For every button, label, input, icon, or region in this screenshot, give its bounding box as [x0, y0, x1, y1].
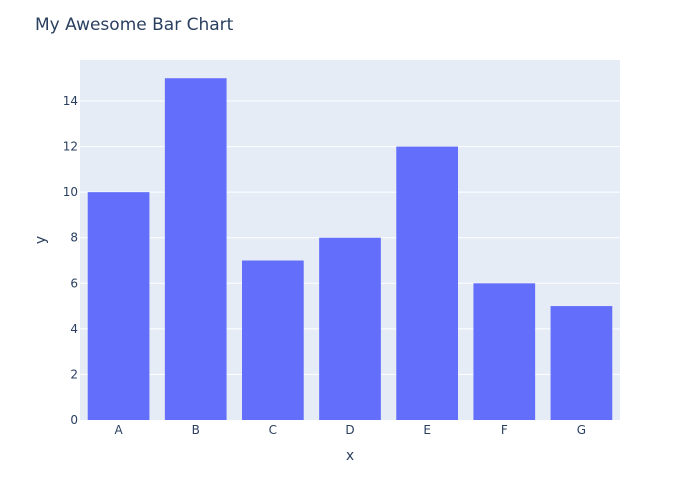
y-tick-label: 12	[63, 140, 78, 154]
x-axis-title: x	[346, 448, 354, 464]
bar-f	[473, 283, 536, 420]
x-tick-label: D	[345, 423, 354, 437]
y-tick-label: 14	[63, 94, 78, 108]
x-tick-label: G	[577, 423, 586, 437]
bar-g	[550, 306, 613, 420]
y-tick-label: 10	[63, 185, 78, 199]
bar-e	[396, 146, 458, 420]
x-tick-label: A	[114, 423, 123, 437]
x-tick-label: F	[501, 423, 508, 437]
bar-b	[164, 78, 227, 421]
y-tick-label: 0	[70, 413, 78, 427]
bar-c	[242, 260, 304, 420]
chart-title: My Awesome Bar Chart	[35, 15, 234, 35]
y-axis-title: y	[33, 236, 49, 244]
bar-d	[319, 237, 381, 420]
y-axis-ticks: 0 2 4 6 8 10 12 14	[63, 94, 78, 427]
y-tick-label: 2	[70, 367, 78, 381]
bar-a	[87, 192, 150, 420]
bars	[87, 78, 613, 421]
x-tick-label: C	[269, 423, 277, 437]
y-tick-label: 6	[70, 276, 78, 290]
x-tick-label: E	[423, 423, 431, 437]
y-tick-label: 4	[70, 322, 78, 336]
x-tick-label: B	[192, 423, 200, 437]
x-axis-ticks: A B C D E F G	[114, 423, 586, 437]
y-tick-label: 8	[70, 231, 78, 245]
